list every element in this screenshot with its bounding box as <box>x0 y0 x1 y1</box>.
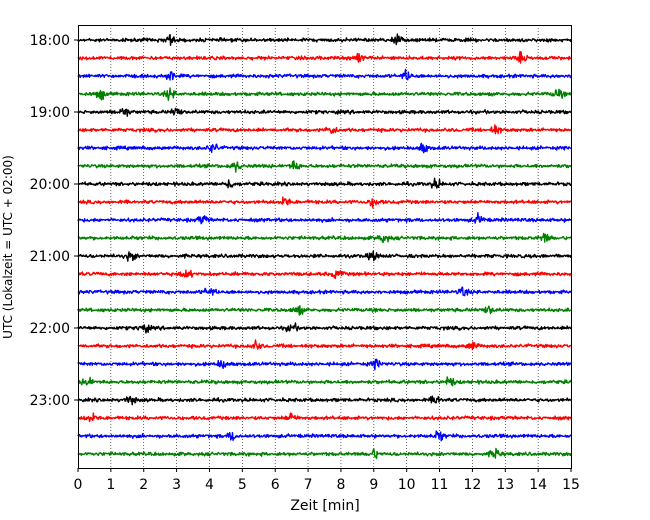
trace-1930 <box>77 142 572 154</box>
y-tick-label: 22:00 <box>30 321 70 337</box>
x-tick-label: 3 <box>172 477 181 493</box>
trace-2200 <box>77 322 572 334</box>
trace-2045 <box>77 232 572 244</box>
trace-1900 <box>77 107 572 117</box>
x-tick-label: 8 <box>336 477 345 493</box>
x-tick-label: 2 <box>139 477 148 493</box>
y-tick-label: 23:00 <box>30 393 70 409</box>
x-tick-label: 1 <box>106 477 115 493</box>
trace-2300 <box>77 395 572 406</box>
trace-2030 <box>77 212 572 225</box>
trace-lines <box>77 33 572 460</box>
y-tick-label: 19:00 <box>30 105 70 121</box>
x-tick-label: 15 <box>562 477 580 493</box>
trace-2015 <box>77 196 572 209</box>
y-tick-label: 20:00 <box>30 177 70 193</box>
x-tick-label: 12 <box>463 477 481 493</box>
x-tick-label: 14 <box>529 477 547 493</box>
trace-1945 <box>77 160 572 173</box>
trace-1815 <box>77 50 572 64</box>
trace-2215 <box>77 339 572 351</box>
trace-2315 <box>77 412 572 423</box>
x-tick-label: 7 <box>304 477 313 493</box>
trace-2100 <box>77 250 572 262</box>
trace-2245 <box>77 376 572 387</box>
trace-1830 <box>77 68 572 81</box>
trace-2000 <box>77 177 572 189</box>
trace-2130 <box>77 286 572 297</box>
plot-frame <box>78 25 572 469</box>
trace-2115 <box>77 269 572 280</box>
x-tick-label: 5 <box>238 477 247 493</box>
x-tick-label: 6 <box>271 477 280 493</box>
y-tick-label: 21:00 <box>30 249 70 265</box>
x-tick-label: 10 <box>398 477 416 493</box>
trace-2145 <box>77 305 572 316</box>
x-axis-label: Zeit [min] <box>290 498 359 514</box>
trace-1845 <box>77 87 572 102</box>
trace-2345 <box>77 447 572 460</box>
x-tick-label: 0 <box>74 477 83 493</box>
x-tick-label: 4 <box>205 477 214 493</box>
y-axis-ticks: 18:00 19:00 20:00 21:00 22:00 23:00 <box>30 33 78 409</box>
y-axis-label: UTC (Lokalzeit = UTC + 02:00) <box>1 155 15 339</box>
trace-2330 <box>77 430 572 442</box>
y-tick-label: 18:00 <box>30 33 70 49</box>
x-tick-label: 9 <box>369 477 378 493</box>
x-axis-ticks: 0 1 2 3 4 5 6 7 8 9 10 11 12 13 14 15 <box>74 468 580 493</box>
grid-lines <box>110 25 539 468</box>
trace-1800 <box>77 33 572 46</box>
trace-2230 <box>77 358 572 371</box>
trace-1915 <box>77 124 572 135</box>
x-tick-label: 13 <box>496 477 514 493</box>
x-tick-label: 11 <box>431 477 449 493</box>
